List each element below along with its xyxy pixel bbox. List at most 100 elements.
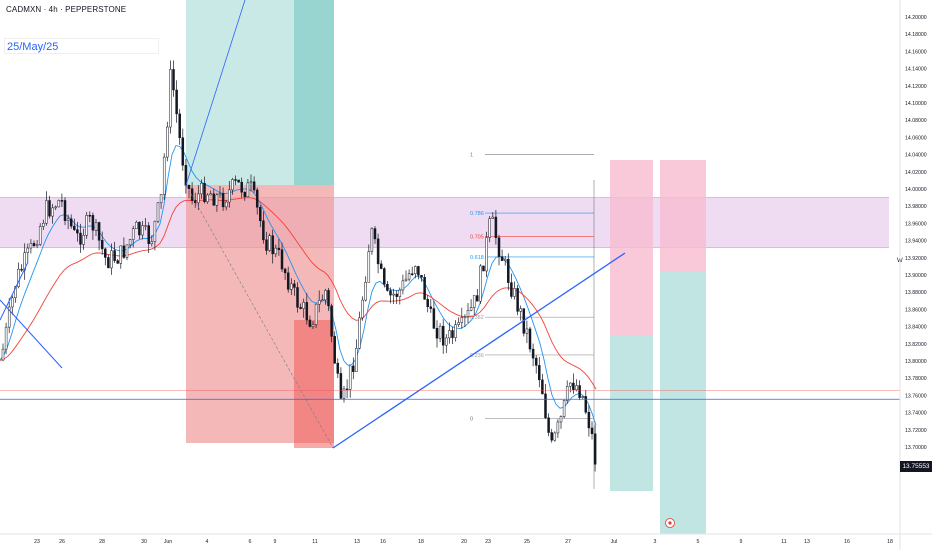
candle-body[interactable] bbox=[311, 324, 315, 327]
candle-body[interactable] bbox=[569, 382, 572, 387]
candle-body[interactable] bbox=[438, 325, 442, 339]
candle-body[interactable] bbox=[581, 396, 584, 398]
candle-body[interactable] bbox=[370, 228, 374, 252]
candle-body[interactable] bbox=[156, 202, 160, 222]
candle-body[interactable] bbox=[314, 303, 318, 325]
candle-body[interactable] bbox=[286, 272, 290, 290]
candle-body[interactable] bbox=[562, 400, 566, 417]
candle-body[interactable] bbox=[23, 252, 26, 271]
candle-body[interactable] bbox=[373, 228, 377, 240]
candle-body[interactable] bbox=[206, 194, 209, 203]
candle-body[interactable] bbox=[423, 276, 426, 300]
candle-body[interactable] bbox=[398, 289, 402, 297]
candle-body[interactable] bbox=[544, 393, 547, 419]
candle-body[interactable] bbox=[510, 282, 513, 297]
candle-body[interactable] bbox=[150, 241, 154, 244]
candle-body[interactable] bbox=[221, 193, 225, 208]
candle-body[interactable] bbox=[32, 243, 36, 247]
candle-body[interactable] bbox=[38, 226, 42, 245]
candle-body[interactable] bbox=[246, 182, 250, 197]
candle-body[interactable] bbox=[556, 421, 560, 434]
candle-body[interactable] bbox=[172, 69, 175, 91]
candle-body[interactable] bbox=[252, 181, 256, 191]
candle-body[interactable] bbox=[218, 193, 222, 196]
candle-body[interactable] bbox=[454, 324, 457, 338]
candle-body[interactable] bbox=[327, 290, 330, 307]
candle-body[interactable] bbox=[457, 322, 460, 325]
candle-body[interactable] bbox=[237, 179, 240, 183]
candle-body[interactable] bbox=[482, 265, 485, 272]
candle-body[interactable] bbox=[1, 348, 5, 361]
candle-body[interactable] bbox=[550, 432, 553, 441]
candle-body[interactable] bbox=[342, 388, 346, 399]
candle-body[interactable] bbox=[441, 325, 445, 346]
candle-body[interactable] bbox=[386, 283, 389, 291]
candle-body[interactable] bbox=[147, 225, 150, 244]
candle-body[interactable] bbox=[364, 282, 367, 301]
candle-body[interactable] bbox=[212, 193, 216, 206]
candle-body[interactable] bbox=[193, 200, 197, 203]
candle-body[interactable] bbox=[348, 365, 352, 390]
candle-body[interactable] bbox=[63, 200, 67, 221]
candle-body[interactable] bbox=[414, 266, 417, 275]
trendline-up-left[interactable] bbox=[0, 261, 29, 321]
candle-body[interactable] bbox=[265, 239, 268, 251]
candle-body[interactable] bbox=[277, 247, 281, 250]
candle-body[interactable] bbox=[296, 287, 299, 308]
symbol-title[interactable]: CADMXN · 4h · PEPPERSTONE bbox=[6, 5, 127, 14]
planned-stop-box[interactable] bbox=[610, 160, 653, 335]
candle-body[interactable] bbox=[175, 89, 178, 115]
candle-body[interactable] bbox=[76, 229, 79, 234]
candle-body[interactable] bbox=[215, 194, 219, 206]
candle-body[interactable] bbox=[435, 328, 439, 339]
candle-body[interactable] bbox=[14, 286, 17, 299]
candle-body[interactable] bbox=[528, 328, 532, 350]
candle-body[interactable] bbox=[445, 337, 448, 346]
candle-body[interactable] bbox=[94, 222, 98, 231]
candle-body[interactable] bbox=[488, 218, 491, 238]
candle-body[interactable] bbox=[420, 275, 423, 278]
candle-body[interactable] bbox=[584, 396, 588, 413]
candle-body[interactable] bbox=[565, 386, 569, 401]
candle-body[interactable] bbox=[336, 362, 340, 374]
candle-body[interactable] bbox=[417, 266, 420, 276]
candle-body[interactable] bbox=[45, 200, 48, 224]
candle-body[interactable] bbox=[500, 256, 504, 261]
candle-body[interactable] bbox=[432, 308, 436, 329]
candle-body[interactable] bbox=[178, 113, 181, 138]
candle-body[interactable] bbox=[88, 215, 92, 217]
candle-body[interactable] bbox=[85, 215, 88, 236]
candle-body[interactable] bbox=[503, 258, 507, 261]
candle-body[interactable] bbox=[308, 319, 312, 327]
candle-body[interactable] bbox=[268, 235, 271, 251]
candle-body[interactable] bbox=[131, 228, 135, 240]
candle-body[interactable] bbox=[507, 258, 510, 283]
candle-body[interactable] bbox=[541, 379, 544, 395]
candle-body[interactable] bbox=[466, 310, 470, 317]
candle-body[interactable] bbox=[17, 268, 20, 287]
candle-body[interactable] bbox=[11, 297, 14, 308]
candle-body[interactable] bbox=[451, 330, 454, 338]
candle-body[interactable] bbox=[401, 280, 405, 291]
candle-body[interactable] bbox=[463, 316, 467, 318]
candle-body[interactable] bbox=[333, 336, 336, 364]
candle-body[interactable] bbox=[479, 265, 482, 302]
candle-body[interactable] bbox=[209, 193, 212, 196]
candle-body[interactable] bbox=[572, 382, 575, 391]
candle-body[interactable] bbox=[51, 207, 54, 217]
candle-body[interactable] bbox=[128, 239, 132, 246]
candle-body[interactable] bbox=[460, 317, 464, 323]
candle-body[interactable] bbox=[69, 218, 73, 227]
candle-body[interactable] bbox=[54, 206, 57, 209]
candle-body[interactable] bbox=[259, 207, 262, 222]
candle-body[interactable] bbox=[122, 245, 126, 258]
candle-body[interactable] bbox=[538, 365, 541, 381]
planned-stop-box-2[interactable] bbox=[660, 160, 706, 272]
trendline-support[interactable] bbox=[332, 252, 626, 449]
candle-body[interactable] bbox=[404, 278, 408, 282]
candle-body[interactable] bbox=[166, 126, 169, 158]
candle-body[interactable] bbox=[197, 193, 200, 203]
candle-body[interactable] bbox=[159, 194, 163, 204]
candle-body[interactable] bbox=[426, 299, 429, 307]
candle-body[interactable] bbox=[410, 273, 414, 275]
